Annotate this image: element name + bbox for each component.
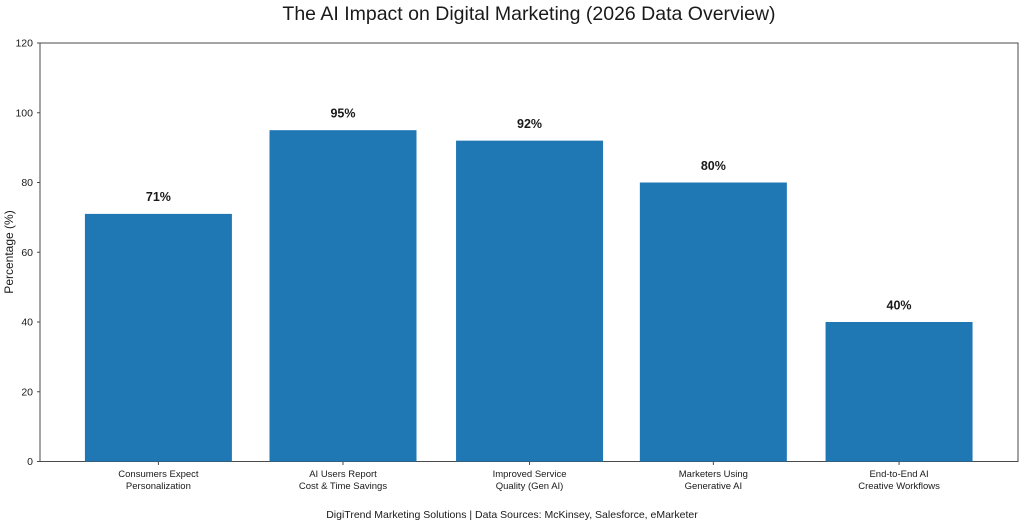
svg-text:100: 100 (15, 107, 33, 119)
svg-text:40: 40 (21, 317, 33, 329)
svg-text:60: 60 (21, 247, 33, 259)
svg-text:Quality (Gen AI): Quality (Gen AI) (496, 481, 564, 492)
svg-text:92%: 92% (517, 117, 542, 131)
svg-text:Marketers Using: Marketers Using (679, 469, 748, 480)
svg-text:End-to-End AI: End-to-End AI (869, 469, 928, 480)
svg-text:Improved Service: Improved Service (493, 469, 567, 480)
svg-text:80%: 80% (701, 159, 726, 173)
svg-text:80: 80 (21, 177, 33, 189)
svg-text:120: 120 (15, 38, 33, 50)
svg-text:Personalization: Personalization (126, 481, 191, 492)
svg-text:The AI Impact on Digital Marke: The AI Impact on Digital Marketing (2026… (282, 3, 775, 25)
svg-text:71%: 71% (146, 190, 171, 204)
svg-text:Consumers Expect: Consumers Expect (118, 469, 199, 480)
svg-text:Cost & Time Savings: Cost & Time Savings (299, 481, 387, 492)
svg-text:DigiTrend Marketing Solutions: DigiTrend Marketing Solutions | Data Sou… (326, 509, 698, 521)
svg-text:Percentage (%): Percentage (%) (2, 210, 16, 293)
svg-text:40%: 40% (887, 298, 912, 312)
svg-text:Generative AI: Generative AI (685, 481, 743, 492)
svg-text:95%: 95% (330, 107, 355, 121)
svg-text:Creative Workflows: Creative Workflows (858, 481, 940, 492)
svg-text:AI Users Report: AI Users Report (309, 469, 377, 480)
svg-text:0: 0 (27, 456, 33, 468)
svg-text:20: 20 (21, 386, 33, 398)
